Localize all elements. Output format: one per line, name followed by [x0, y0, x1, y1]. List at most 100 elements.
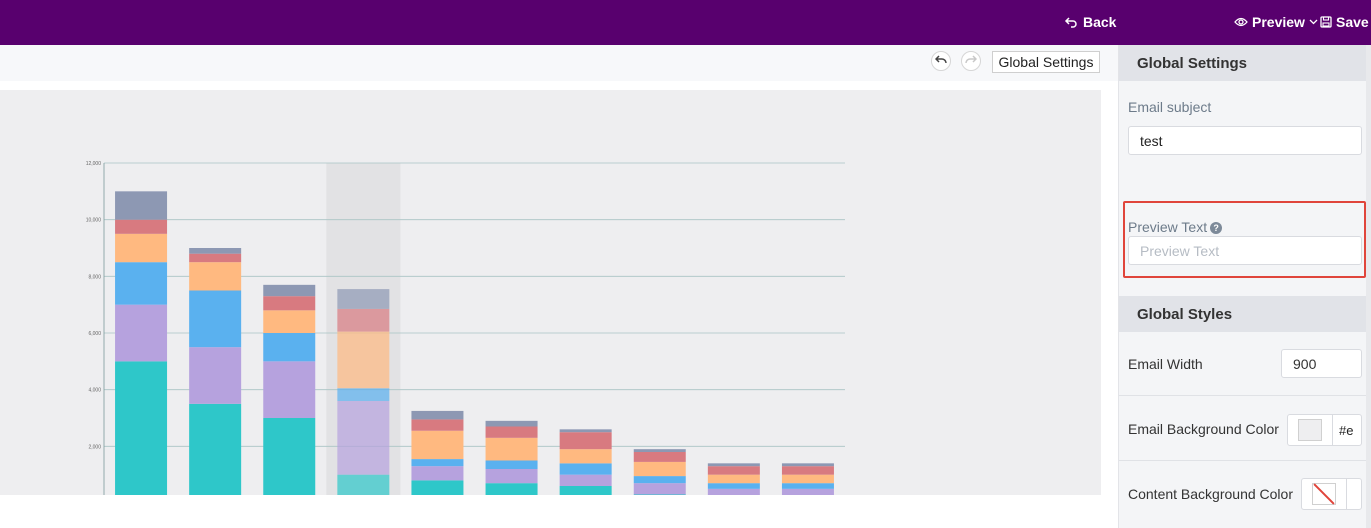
y-tick-label: 2,000 — [88, 444, 101, 450]
bar-segment — [707, 483, 760, 489]
bar-segment — [411, 459, 464, 467]
email-background-hex[interactable]: #e — [1339, 422, 1354, 438]
save-label: Save — [1336, 14, 1369, 30]
bar-segment — [189, 248, 242, 254]
bar-segment — [707, 488, 760, 495]
divider — [1332, 415, 1333, 445]
email-background-color-picker[interactable]: #e — [1287, 414, 1362, 446]
bar-segment — [115, 219, 168, 234]
y-tick-label: 4,000 — [88, 388, 101, 394]
content-background-label: Content Background Color — [1128, 486, 1293, 502]
bar-segment — [115, 361, 168, 495]
bar-segment — [337, 308, 390, 332]
bar-segment — [633, 483, 686, 495]
preview-text-label-row: Preview Text? — [1128, 219, 1223, 235]
save-icon — [1320, 16, 1332, 28]
bar-segment — [781, 463, 834, 467]
bar-segment — [707, 466, 760, 475]
settings-panel: Global Settings Email subject test Previ… — [1118, 45, 1371, 528]
bar-segment — [633, 452, 686, 462]
email-subject-input[interactable]: test — [1128, 126, 1362, 155]
bar-segment — [115, 304, 168, 362]
editor-canvas: Global Settings 02,0004,0006,0008,00010,… — [0, 45, 1118, 528]
bar-segment — [337, 474, 390, 495]
bar-segment — [411, 430, 464, 460]
bar-segment — [263, 361, 316, 418]
bar-segment — [485, 483, 538, 495]
bar-segment — [115, 191, 168, 220]
email-width-row: Email Width 900 — [1119, 332, 1371, 396]
email-background-row: Email Background Color #e — [1119, 397, 1371, 461]
global-settings-heading: Global Settings — [1119, 45, 1371, 81]
bar-segment — [263, 296, 316, 311]
bar-segment — [559, 449, 612, 464]
bar-segment — [411, 480, 464, 495]
y-tick-label: 10,000 — [86, 218, 102, 224]
bar-segment — [189, 290, 242, 348]
back-button[interactable]: Back — [1064, 10, 1116, 34]
top-bar: Back Preview Save — [0, 0, 1371, 45]
preview-text-input[interactable]: Preview Text — [1128, 236, 1362, 265]
bar-segment — [633, 461, 686, 477]
back-arrow-icon — [1064, 15, 1078, 29]
eye-icon — [1234, 16, 1248, 28]
bar-segment — [781, 483, 834, 489]
undo-button[interactable] — [931, 51, 951, 71]
editor-toolbar: Global Settings — [0, 45, 1118, 81]
bar-segment — [337, 388, 390, 401]
bar-segment — [485, 460, 538, 469]
bar-segment — [485, 420, 538, 427]
bar-segment — [707, 463, 760, 467]
bar-segment — [559, 486, 612, 495]
bar-segment — [559, 432, 612, 450]
preview-text-highlight — [1123, 201, 1366, 278]
bar-segment — [559, 474, 612, 486]
content-background-row: Content Background Color — [1119, 462, 1371, 526]
content-background-color-picker[interactable] — [1301, 478, 1362, 510]
bar-segment — [263, 284, 316, 297]
no-color-swatch[interactable] — [1312, 483, 1336, 505]
bar-segment — [189, 253, 242, 263]
bar-segment — [781, 474, 834, 484]
bar-segment — [559, 463, 612, 475]
bar-segment — [189, 403, 242, 495]
chart-image-block[interactable]: 02,0004,0006,0008,00010,00012,000中国海洋大学山… — [0, 90, 1101, 495]
y-tick-label: 12,000 — [86, 161, 102, 167]
bar-segment — [337, 331, 390, 389]
bar-segment — [263, 310, 316, 333]
bar-segment — [485, 437, 538, 461]
bar-segment — [781, 466, 834, 475]
bar-segment — [263, 333, 316, 362]
help-icon[interactable]: ? — [1210, 222, 1223, 234]
preview-label: Preview — [1252, 14, 1305, 30]
global-styles-heading: Global Styles — [1119, 296, 1371, 332]
back-label: Back — [1083, 14, 1117, 30]
bar-segment — [707, 474, 760, 484]
email-background-label: Email Background Color — [1128, 421, 1279, 437]
bar-segment — [411, 410, 464, 420]
bar-segment — [485, 469, 538, 484]
stacked-bar-chart: 02,0004,0006,0008,00010,00012,000中国海洋大学山… — [86, 161, 845, 495]
bar-segment — [559, 429, 612, 433]
email-width-input[interactable]: 900 — [1281, 349, 1362, 378]
panel-scrollbar[interactable] — [1366, 45, 1371, 528]
bar-segment — [337, 401, 390, 475]
bar-segment — [633, 476, 686, 484]
bar-segment — [189, 347, 242, 404]
bar-segment — [115, 233, 168, 263]
bar-segment — [633, 494, 686, 495]
color-swatch[interactable] — [1298, 419, 1322, 441]
global-settings-button[interactable]: Global Settings — [992, 51, 1100, 73]
bar-segment — [263, 418, 316, 495]
bar-segment — [337, 289, 390, 309]
bar-segment — [411, 466, 464, 481]
bar-segment — [633, 449, 686, 452]
email-subject-label: Email subject — [1128, 99, 1212, 115]
save-button[interactable]: Save — [1320, 10, 1369, 34]
email-width-label: Email Width — [1128, 356, 1203, 372]
redo-button[interactable] — [961, 51, 981, 71]
y-tick-label: 8,000 — [88, 274, 101, 280]
bar-segment — [115, 262, 168, 305]
preview-dropdown-button[interactable]: Preview — [1234, 10, 1318, 34]
divider — [1346, 479, 1347, 509]
